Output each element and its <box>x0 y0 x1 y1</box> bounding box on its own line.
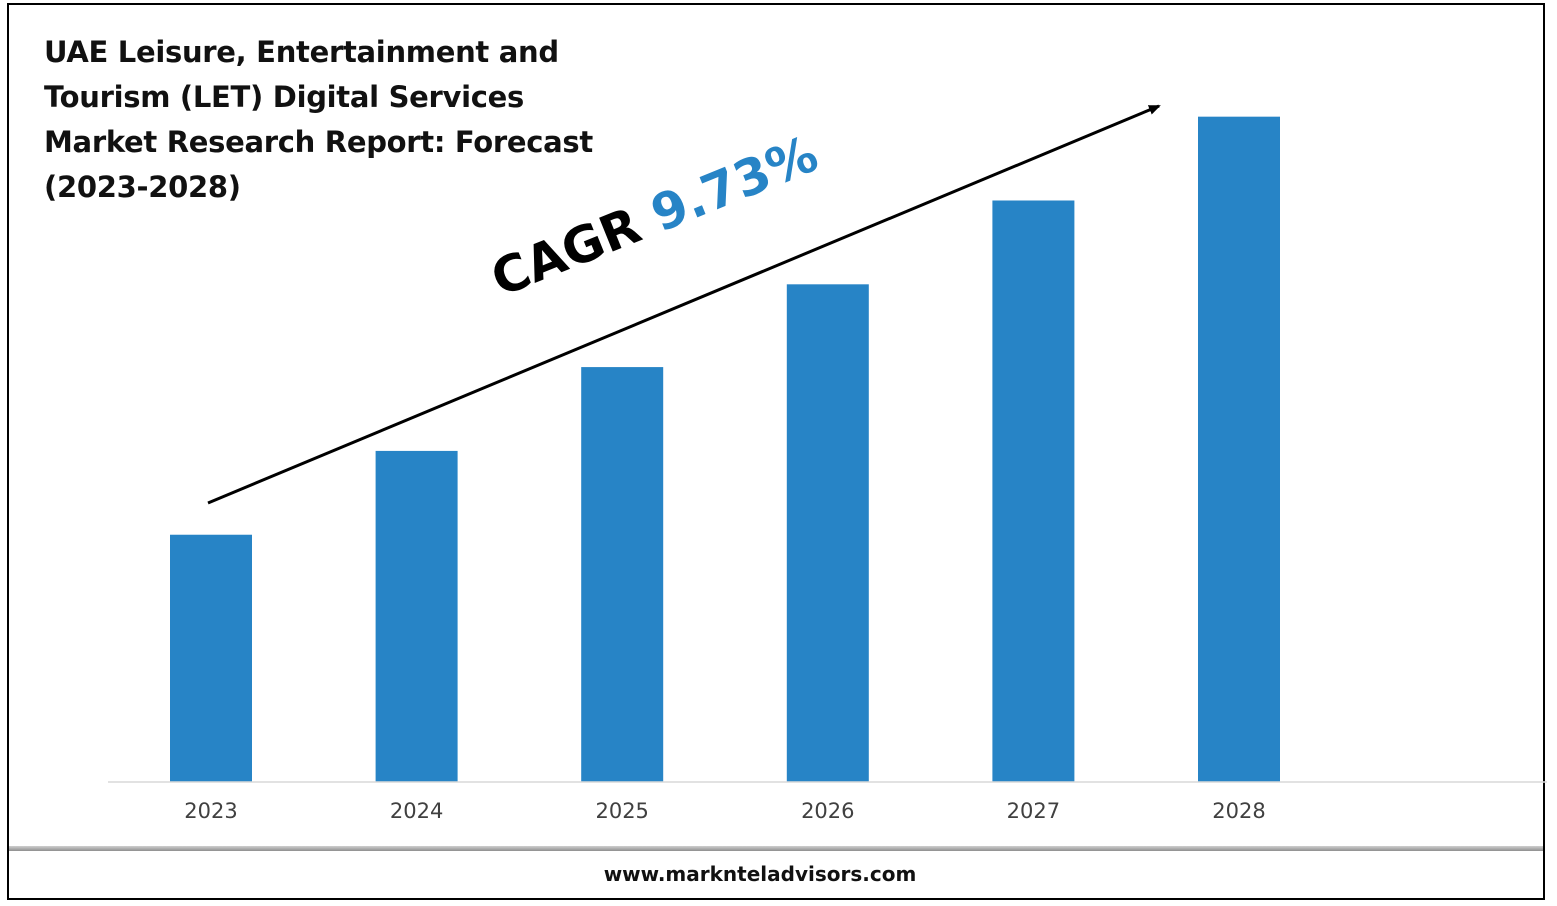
chart-title: UAE Leisure, Entertainment and Tourism (… <box>44 35 593 204</box>
x-tick-label-2027: 2027 <box>1007 799 1060 823</box>
bar-2027 <box>992 200 1075 782</box>
x-tick-label-2025: 2025 <box>595 799 648 823</box>
x-tick-label-2023: 2023 <box>184 799 237 823</box>
growth-arrow <box>207 104 1161 505</box>
x-tick-label-2024: 2024 <box>390 799 443 823</box>
bar-2025 <box>581 367 664 782</box>
bar-2024 <box>375 450 458 782</box>
bar-2023 <box>170 534 252 782</box>
footer-separator <box>9 846 1543 851</box>
x-tick-label-2028: 2028 <box>1212 799 1265 823</box>
footer-website: www.marknteladvisors.com <box>603 862 917 886</box>
bars-layer <box>170 116 1280 783</box>
bar-2028 <box>1198 116 1280 783</box>
bar-2026 <box>786 284 869 782</box>
x-tick-labels: 2023 2024 2025 2026 2027 2028 <box>184 799 1265 823</box>
chart-frame <box>7 3 1545 900</box>
x-tick-label-2026: 2026 <box>801 799 854 823</box>
